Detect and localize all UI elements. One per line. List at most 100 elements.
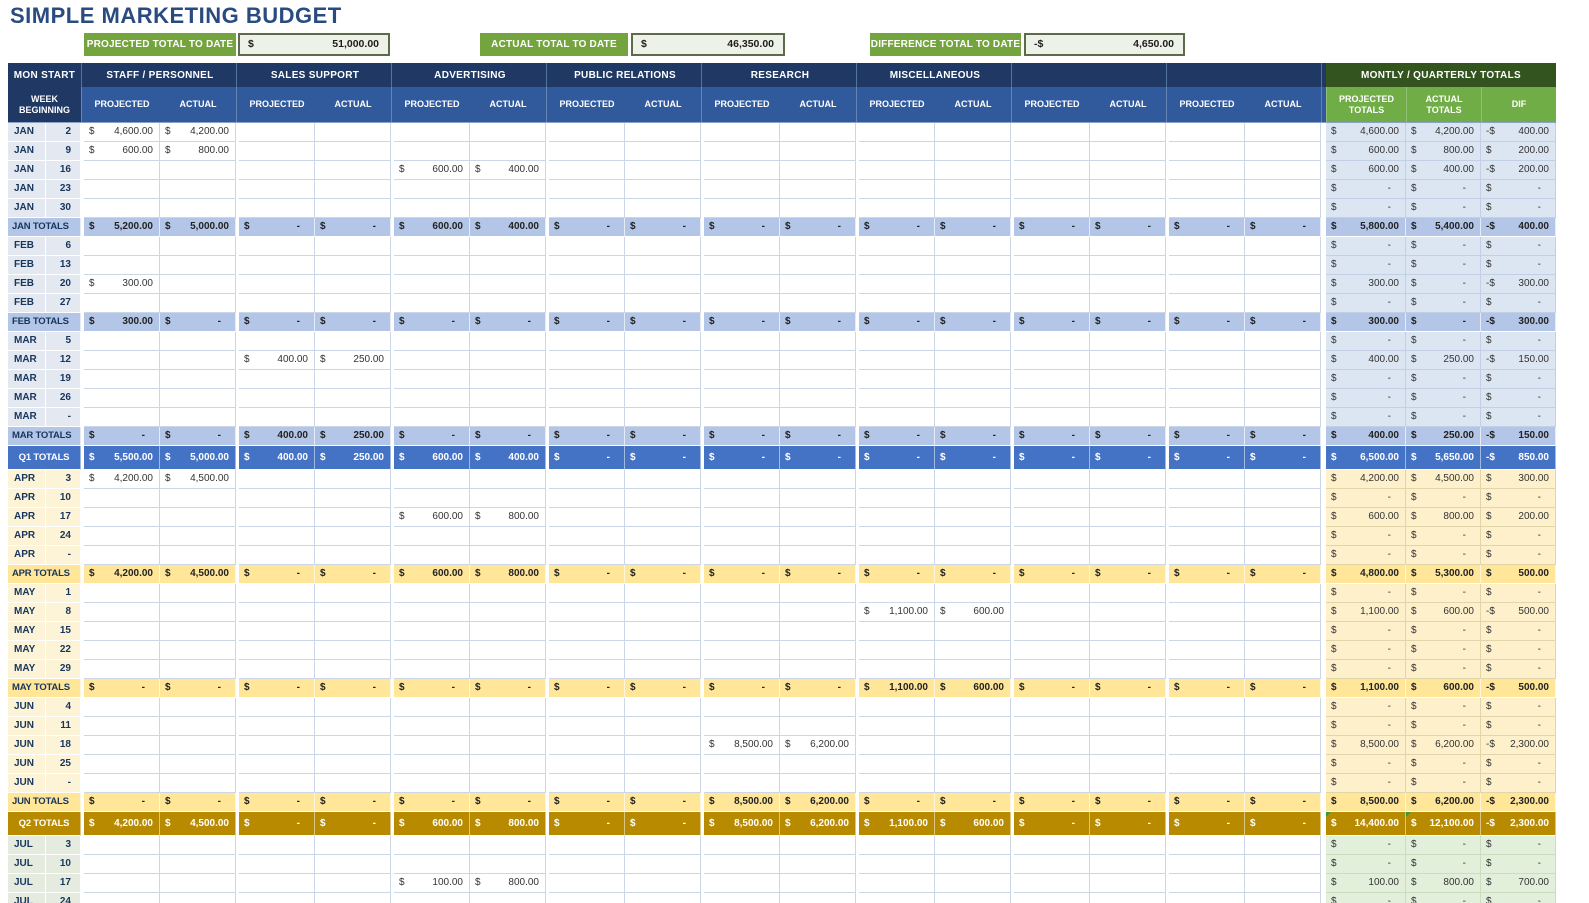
- total-cell[interactable]: $ -: [1326, 584, 1406, 603]
- cell[interactable]: [549, 893, 625, 903]
- cell[interactable]: [160, 408, 236, 427]
- cell[interactable]: [239, 123, 315, 142]
- month-label[interactable]: JAN: [8, 199, 46, 218]
- cell[interactable]: [935, 275, 1011, 294]
- cell[interactable]: [1014, 698, 1090, 717]
- cell[interactable]: [549, 546, 625, 565]
- cell[interactable]: [1169, 755, 1245, 774]
- cell[interactable]: [315, 275, 391, 294]
- day-label[interactable]: 20: [46, 275, 81, 294]
- cell[interactable]: [859, 180, 935, 199]
- cell[interactable]: [859, 370, 935, 389]
- cell[interactable]: [935, 123, 1011, 142]
- cell[interactable]: $8,500.00: [704, 793, 780, 812]
- cell[interactable]: $4,600.00: [84, 123, 160, 142]
- row-total-label[interactable]: MAR TOTALS: [8, 427, 81, 446]
- cell[interactable]: [549, 874, 625, 893]
- cell[interactable]: $ -: [1014, 427, 1090, 446]
- month-label[interactable]: JUN: [8, 698, 46, 717]
- cell[interactable]: $ -: [239, 793, 315, 812]
- month-label[interactable]: JUL: [8, 836, 46, 855]
- cell[interactable]: [704, 893, 780, 903]
- cell[interactable]: [239, 199, 315, 218]
- cell[interactable]: [1169, 294, 1245, 313]
- cell[interactable]: [160, 874, 236, 893]
- cell[interactable]: [780, 275, 856, 294]
- total-cell[interactable]: $ -: [1406, 199, 1481, 218]
- cell[interactable]: [160, 546, 236, 565]
- cell[interactable]: [1014, 717, 1090, 736]
- cell[interactable]: [625, 275, 701, 294]
- month-label[interactable]: JAN: [8, 142, 46, 161]
- cell[interactable]: [1245, 603, 1321, 622]
- cell[interactable]: [160, 855, 236, 874]
- row-total-label[interactable]: MAY TOTALS: [8, 679, 81, 698]
- cell[interactable]: [1169, 237, 1245, 256]
- cell[interactable]: [1245, 855, 1321, 874]
- cell[interactable]: $ -: [1014, 446, 1090, 470]
- cell[interactable]: [549, 470, 625, 489]
- cell[interactable]: $ -: [1169, 446, 1245, 470]
- cell[interactable]: [625, 470, 701, 489]
- cell[interactable]: $600.00: [394, 812, 470, 836]
- month-label[interactable]: MAY: [8, 603, 46, 622]
- cell[interactable]: [935, 527, 1011, 546]
- cell[interactable]: [1090, 508, 1166, 527]
- cell[interactable]: $ -: [625, 793, 701, 812]
- total-cell[interactable]: $5,650.00: [1406, 446, 1481, 470]
- cell[interactable]: [704, 389, 780, 408]
- cell[interactable]: [1090, 180, 1166, 199]
- total-cell[interactable]: $ -: [1406, 370, 1481, 389]
- cell[interactable]: [859, 717, 935, 736]
- cell[interactable]: [780, 489, 856, 508]
- cell[interactable]: [1169, 489, 1245, 508]
- cell[interactable]: [859, 527, 935, 546]
- cell[interactable]: [160, 508, 236, 527]
- total-cell[interactable]: $4,800.00: [1326, 565, 1406, 584]
- cell[interactable]: [780, 874, 856, 893]
- total-cell[interactable]: -$ 2,300.00: [1481, 793, 1556, 812]
- cell[interactable]: [1014, 370, 1090, 389]
- cell[interactable]: [315, 641, 391, 660]
- cell[interactable]: [1245, 332, 1321, 351]
- cell[interactable]: [859, 584, 935, 603]
- total-cell[interactable]: $ -: [1406, 698, 1481, 717]
- cell[interactable]: $5,500.00: [84, 446, 160, 470]
- day-label[interactable]: 24: [46, 527, 81, 546]
- cell[interactable]: [1090, 641, 1166, 660]
- cell[interactable]: $300.00: [84, 275, 160, 294]
- cell[interactable]: [935, 237, 1011, 256]
- total-cell[interactable]: $ -: [1481, 389, 1556, 408]
- cell[interactable]: $ -: [625, 679, 701, 698]
- cell[interactable]: $ -: [1169, 313, 1245, 332]
- cell[interactable]: [1169, 256, 1245, 275]
- total-cell[interactable]: $800.00: [1406, 508, 1481, 527]
- cell[interactable]: [625, 660, 701, 679]
- cell[interactable]: [394, 603, 470, 622]
- cell[interactable]: [625, 641, 701, 660]
- cell[interactable]: $ -: [84, 793, 160, 812]
- cell[interactable]: [160, 275, 236, 294]
- total-cell[interactable]: -$ 150.00: [1481, 351, 1556, 370]
- cell[interactable]: $ -: [780, 427, 856, 446]
- total-cell[interactable]: $ -: [1406, 546, 1481, 565]
- total-cell[interactable]: $ -: [1406, 774, 1481, 793]
- row-total-label[interactable]: Q1 TOTALS: [8, 446, 81, 470]
- total-cell[interactable]: $250.00: [1406, 351, 1481, 370]
- total-cell[interactable]: $400.00: [1326, 351, 1406, 370]
- cell[interactable]: [239, 470, 315, 489]
- day-label[interactable]: 4: [46, 698, 81, 717]
- cell[interactable]: [1169, 736, 1245, 755]
- cell[interactable]: [935, 641, 1011, 660]
- cell[interactable]: [160, 389, 236, 408]
- cell[interactable]: $ -: [1090, 446, 1166, 470]
- cell[interactable]: [935, 256, 1011, 275]
- cell[interactable]: [859, 294, 935, 313]
- cell[interactable]: [1245, 584, 1321, 603]
- cell[interactable]: [1014, 237, 1090, 256]
- total-cell[interactable]: $ -: [1481, 622, 1556, 641]
- cell[interactable]: [704, 489, 780, 508]
- cell[interactable]: $400.00: [470, 218, 546, 237]
- cell[interactable]: $ -: [859, 427, 935, 446]
- cell[interactable]: [1014, 142, 1090, 161]
